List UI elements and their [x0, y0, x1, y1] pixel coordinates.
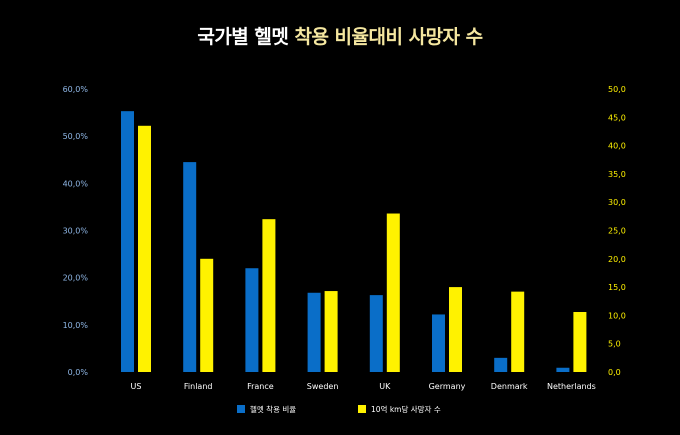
x-tick-label: Netherlands — [547, 382, 596, 391]
y-right-tick-label: 20,0 — [608, 255, 626, 264]
bar-helmet-rate — [183, 162, 197, 372]
y-left-tick-label: 30,0% — [63, 227, 89, 236]
x-tick-label: Denmark — [491, 382, 528, 391]
legend-deaths-swatch — [358, 405, 366, 413]
x-tick-label: Sweden — [307, 382, 339, 391]
x-tick-label: Finland — [184, 382, 213, 391]
y-right-tick-label: 10,0 — [608, 311, 626, 320]
y-right-tick-label: 25,0 — [608, 227, 626, 236]
x-tick-label: Germany — [429, 382, 466, 391]
y-left-tick-label: 0,0% — [68, 368, 89, 377]
y-right-tick-label: 30,0 — [608, 198, 626, 207]
bar-deaths-per-billion-km — [573, 312, 587, 372]
legend-helmet-rate-label: 헬멧 착용 비율 — [250, 404, 296, 414]
bar-deaths-per-billion-km — [262, 219, 276, 372]
y-left-tick-label: 10,0% — [63, 321, 89, 330]
bar-helmet-rate — [369, 295, 383, 372]
y-right-tick-label: 50,0 — [608, 85, 626, 94]
bar-helmet-rate — [494, 357, 508, 372]
bar-helmet-rate — [121, 111, 134, 372]
bar-helmet-rate — [245, 268, 259, 372]
legend-helmet-rate-swatch — [237, 405, 245, 413]
bar-deaths-per-billion-km — [200, 258, 214, 372]
y-right-tick-label: 35,0 — [608, 170, 626, 179]
y-left-tick-label: 60,0% — [63, 85, 89, 94]
y-left-tick-label: 50,0% — [63, 132, 89, 141]
x-tick-label: UK — [379, 382, 391, 391]
y-right-tick-label: 5,0 — [608, 340, 621, 349]
bar-deaths-per-billion-km — [449, 287, 462, 372]
y-right-tick-label: 0,0 — [608, 368, 621, 377]
bar-helmet-rate — [556, 367, 570, 372]
y-left-tick-label: 20,0% — [63, 274, 89, 283]
chart-title-part-1: 국가별 헬멧 — [197, 26, 295, 48]
bar-helmet-rate — [307, 292, 321, 372]
bar-deaths-per-billion-km — [386, 213, 400, 372]
bar-deaths-per-billion-km — [511, 291, 525, 372]
x-tick-label: France — [247, 382, 274, 391]
chart-title-part-2: 착용 비율대비 사망자 수 — [294, 26, 483, 48]
legend-deaths-label: 10억 km당 사망자 수 — [371, 404, 441, 414]
y-left-tick-label: 40,0% — [63, 179, 89, 188]
bar-deaths-per-billion-km — [138, 125, 151, 372]
y-right-tick-label: 15,0 — [608, 283, 626, 292]
bar-deaths-per-billion-km — [324, 291, 338, 372]
x-tick-label: US — [131, 382, 142, 391]
chart-title: 국가별 헬멧 착용 비율대비 사망자 수 — [0, 22, 680, 49]
y-right-tick-label: 40,0 — [608, 142, 626, 151]
bar-helmet-rate — [432, 314, 445, 372]
y-right-tick-label: 45,0 — [608, 113, 626, 122]
